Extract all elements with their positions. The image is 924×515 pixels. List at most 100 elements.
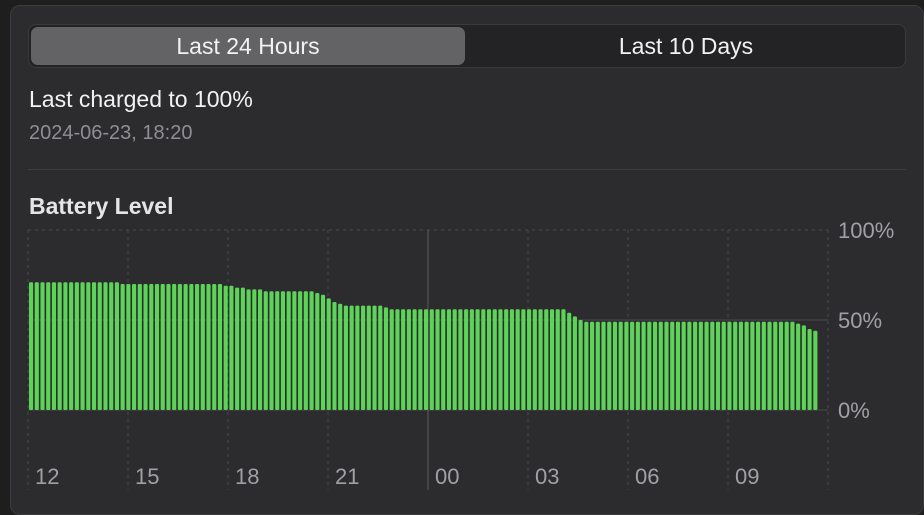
last-charged-label: Last charged to 100% bbox=[29, 86, 253, 112]
battery-bar bbox=[418, 309, 423, 410]
battery-bar bbox=[103, 282, 108, 410]
battery-bar bbox=[652, 321, 658, 410]
battery-bar bbox=[424, 309, 429, 410]
battery-bar bbox=[630, 321, 635, 410]
battery-bar bbox=[303, 291, 308, 410]
battery-bar bbox=[86, 282, 91, 410]
battery-bar bbox=[738, 321, 743, 410]
y-tick-label: 0% bbox=[838, 398, 870, 423]
battery-bar bbox=[561, 309, 566, 410]
battery-bar bbox=[292, 291, 297, 410]
battery-bar bbox=[389, 309, 394, 410]
battery-bar bbox=[624, 321, 629, 410]
battery-bar bbox=[767, 321, 772, 410]
x-tick-label: 03 bbox=[535, 464, 559, 489]
battery-bar bbox=[813, 330, 818, 410]
x-tick-label: 06 bbox=[635, 464, 659, 489]
battery-bar bbox=[675, 321, 680, 410]
battery-bar bbox=[658, 321, 663, 410]
battery-bar bbox=[687, 321, 692, 410]
battery-bar bbox=[275, 291, 280, 410]
battery-bar bbox=[727, 321, 732, 410]
battery-bar bbox=[154, 284, 160, 410]
battery-bar bbox=[137, 284, 142, 410]
battery-bar bbox=[280, 291, 285, 410]
battery-bar bbox=[612, 321, 618, 410]
tab-last-10-days[interactable]: Last 10 Days bbox=[618, 32, 754, 59]
battery-bar bbox=[681, 321, 686, 410]
battery-bar bbox=[790, 321, 795, 410]
y-tick-label: 100% bbox=[838, 218, 894, 243]
battery-bar bbox=[263, 291, 268, 410]
battery-bar bbox=[74, 282, 79, 410]
battery-bar bbox=[773, 321, 778, 410]
battery-bar bbox=[69, 282, 74, 410]
battery-bar bbox=[34, 282, 39, 410]
battery-bar bbox=[721, 321, 726, 410]
battery-bar bbox=[590, 321, 595, 410]
battery-bar bbox=[143, 284, 148, 410]
battery-bar bbox=[641, 321, 646, 410]
battery-bar bbox=[349, 305, 354, 410]
battery-bar bbox=[80, 282, 85, 410]
battery-bar bbox=[355, 305, 360, 410]
battery-bar bbox=[469, 309, 474, 410]
battery-bar bbox=[796, 323, 801, 410]
battery-bar bbox=[446, 309, 452, 410]
battery-bar bbox=[172, 284, 177, 410]
battery-bar bbox=[807, 329, 812, 410]
battery-bar bbox=[286, 291, 291, 410]
battery-bar bbox=[298, 291, 303, 410]
battery-bar bbox=[441, 309, 446, 410]
battery-bar bbox=[332, 302, 337, 410]
battery-bar bbox=[452, 309, 457, 410]
battery-bar bbox=[406, 309, 411, 410]
battery-usage-panel bbox=[10, 5, 924, 515]
battery-bar bbox=[527, 309, 532, 410]
battery-bar bbox=[91, 282, 97, 410]
battery-bar bbox=[555, 309, 560, 410]
battery-bar bbox=[126, 284, 131, 410]
battery-bar bbox=[693, 321, 698, 410]
battery-bar bbox=[549, 309, 555, 410]
battery-bar bbox=[217, 284, 223, 410]
battery-bar bbox=[97, 282, 102, 410]
battery-bar bbox=[607, 321, 612, 410]
battery-bar bbox=[378, 305, 383, 410]
battery-bar bbox=[206, 284, 211, 410]
battery-bar bbox=[361, 305, 366, 410]
battery-bar bbox=[212, 284, 217, 410]
battery-bar bbox=[538, 309, 543, 410]
battery-bar bbox=[801, 325, 806, 410]
battery-bar bbox=[343, 305, 348, 410]
battery-bar bbox=[51, 282, 57, 410]
battery-bar bbox=[269, 291, 274, 410]
battery-bar bbox=[166, 284, 171, 410]
battery-bar bbox=[320, 294, 326, 410]
battery-bar bbox=[57, 282, 62, 410]
y-tick-label: 50% bbox=[838, 308, 882, 333]
battery-bar bbox=[429, 309, 434, 410]
battery-bar bbox=[177, 284, 182, 410]
x-tick-label: 15 bbox=[135, 464, 159, 489]
battery-bar bbox=[195, 284, 200, 410]
battery-bar bbox=[567, 312, 572, 410]
battery-bar bbox=[647, 321, 652, 410]
battery-bar bbox=[109, 282, 114, 410]
battery-bar bbox=[595, 321, 600, 410]
battery-bar bbox=[733, 321, 738, 410]
battery-bar bbox=[578, 320, 583, 410]
tab-last-24-hours[interactable]: Last 24 Hours bbox=[31, 27, 465, 65]
battery-bar bbox=[778, 321, 784, 410]
battery-bar bbox=[132, 284, 137, 410]
battery-bar bbox=[486, 309, 492, 410]
battery-bar bbox=[509, 309, 514, 410]
battery-bar bbox=[618, 321, 623, 410]
battery-bar bbox=[366, 305, 371, 410]
battery-bar bbox=[664, 321, 669, 410]
battery-bar bbox=[383, 307, 389, 410]
battery-bar bbox=[401, 309, 406, 410]
battery-bar bbox=[670, 321, 675, 410]
battery-bar bbox=[257, 289, 263, 410]
